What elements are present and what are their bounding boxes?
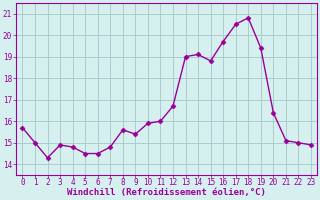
X-axis label: Windchill (Refroidissement éolien,°C): Windchill (Refroidissement éolien,°C) [67, 188, 266, 197]
